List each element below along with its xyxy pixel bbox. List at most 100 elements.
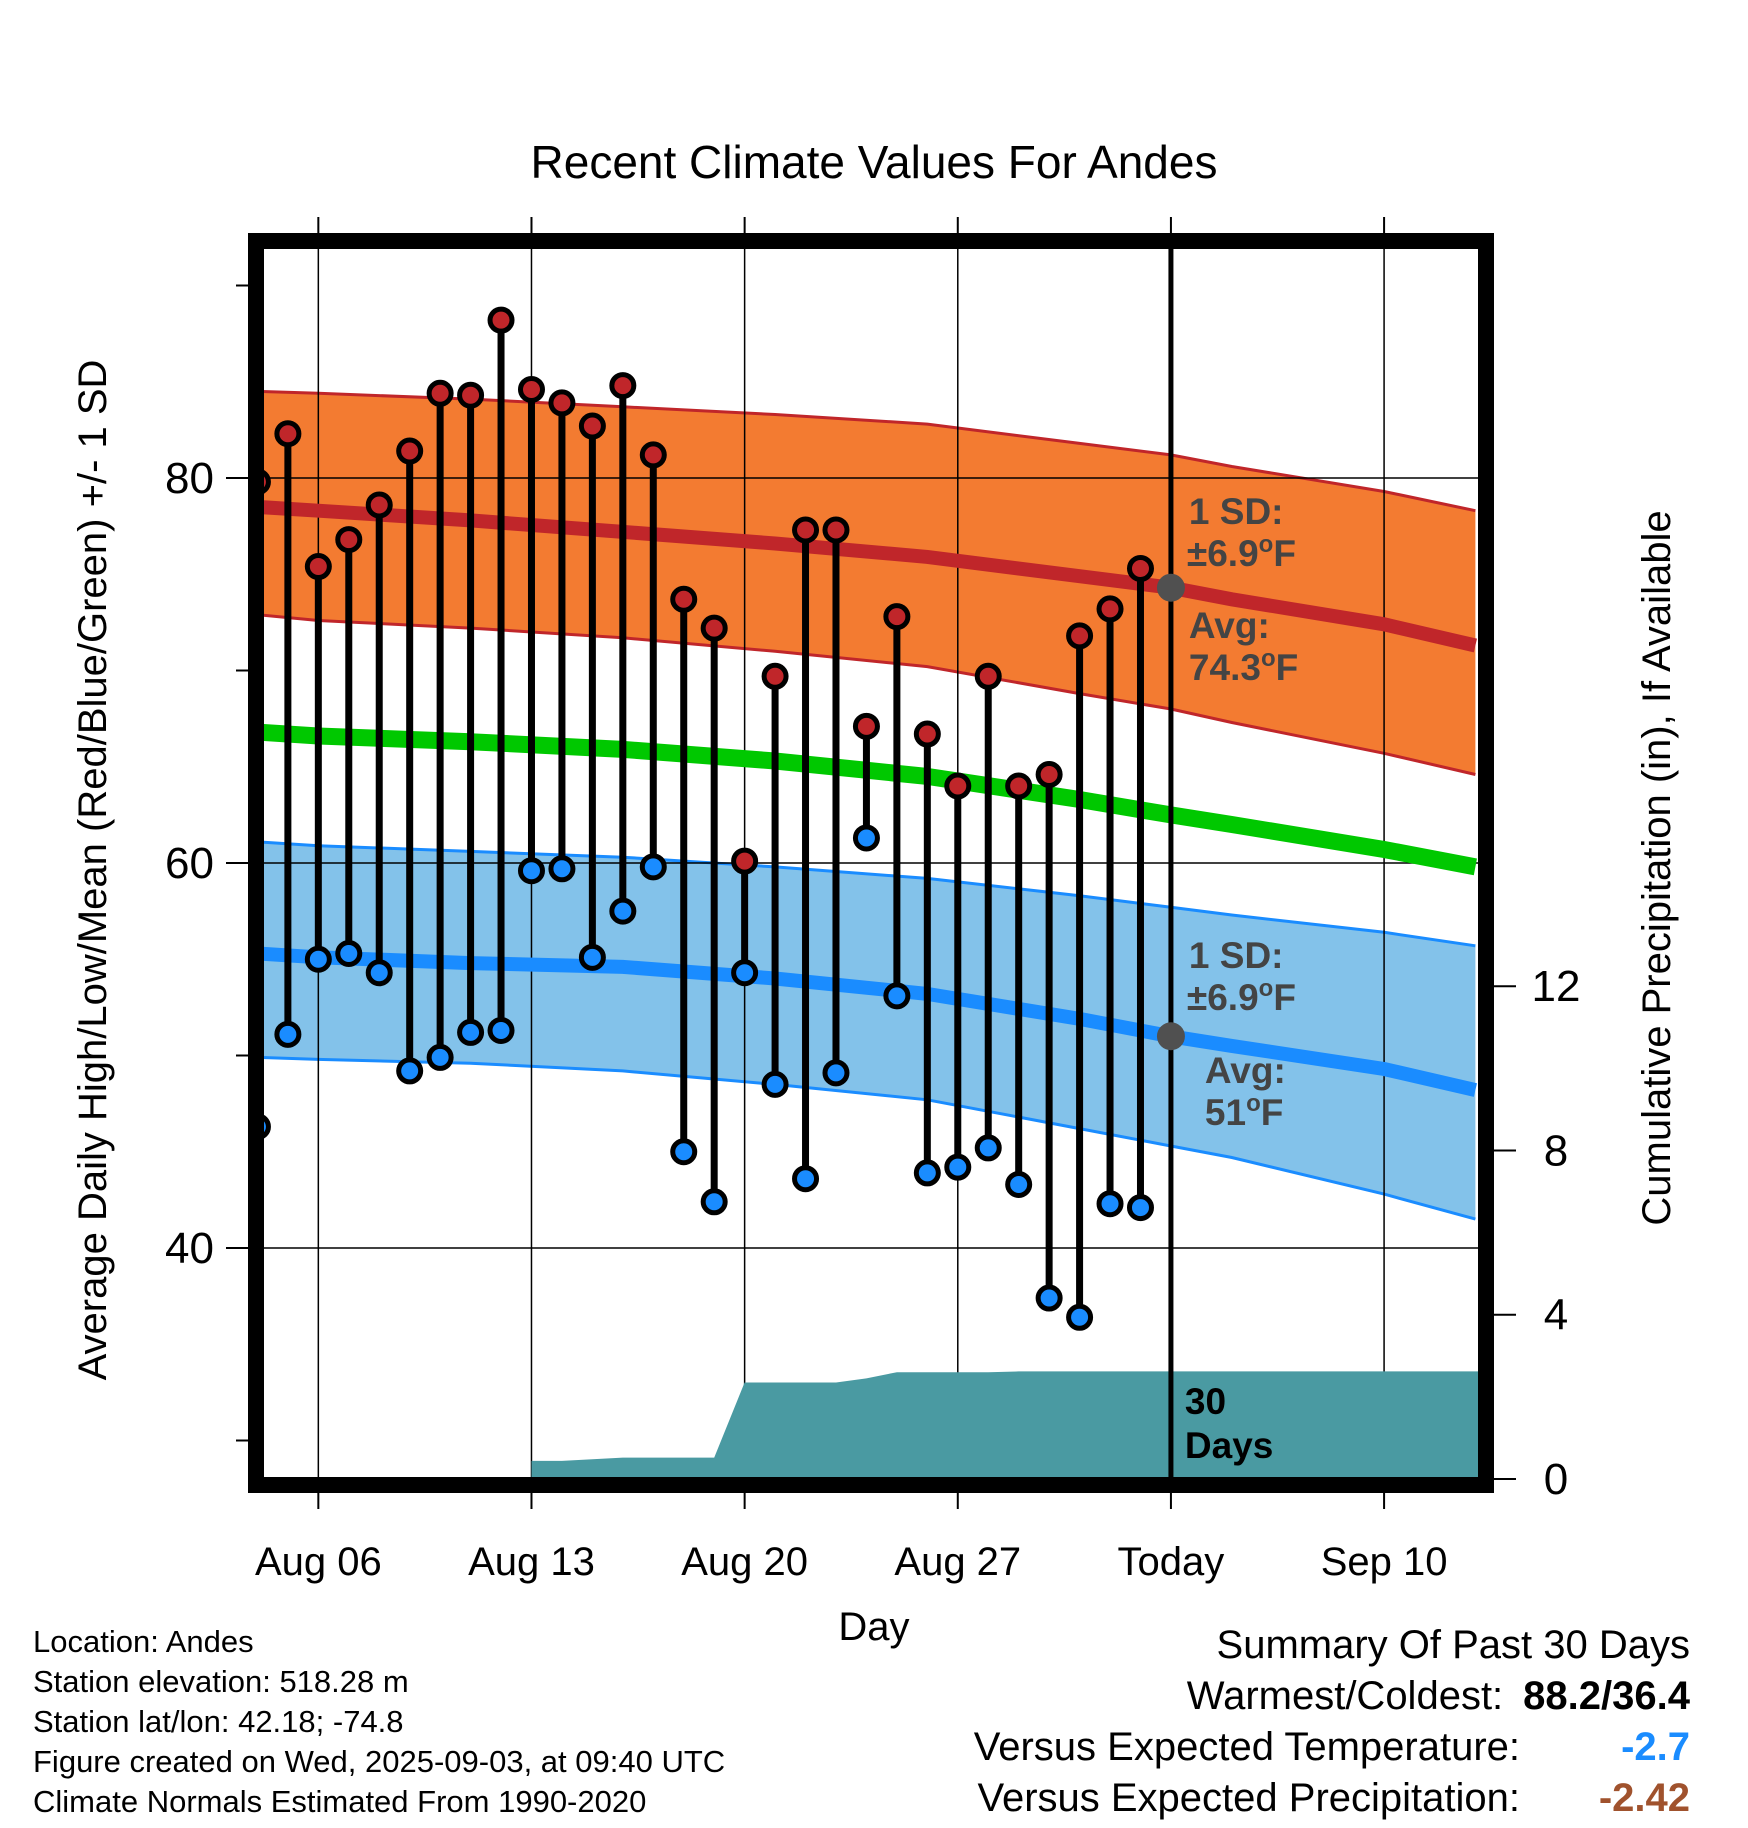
- x-axis-label: Day: [838, 1605, 909, 1649]
- y-tick-label: 80: [165, 454, 214, 503]
- high-avg-label: Avg:: [1189, 605, 1270, 646]
- x-tick-label: Sep 10: [1321, 1540, 1448, 1584]
- high-temp-point: [304, 553, 332, 581]
- y2-tick-label: 0: [1544, 1455, 1568, 1504]
- low-temp-point: [639, 853, 667, 881]
- low-temp-point: [913, 1159, 941, 1187]
- warmest-label: Warmest/Coldest:: [1186, 1674, 1504, 1718]
- x-tick-label: Aug 27: [894, 1540, 1021, 1584]
- normals-text: Climate Normals Estimated From 1990-2020: [33, 1784, 647, 1819]
- high-temp-point: [913, 720, 941, 748]
- high-temp-point: [670, 585, 698, 613]
- high-temp-point: [883, 603, 911, 631]
- low-temp-point: [426, 1043, 454, 1071]
- high-sd-value-value: ±6.9: [1187, 533, 1259, 574]
- low-sd-value-degree: o: [1259, 975, 1274, 1002]
- low-temp-point: [852, 824, 880, 852]
- low-sd-value: ±6.9oF: [1187, 975, 1296, 1018]
- y-tick-label: 60: [165, 839, 214, 888]
- low-avg-value-value: 51: [1205, 1092, 1246, 1133]
- low-sd-value-value: ±6.9: [1187, 977, 1259, 1018]
- days-label-number: 30: [1185, 1381, 1226, 1422]
- low-temp-point: [548, 855, 576, 883]
- precip-area: [531, 1371, 1480, 1479]
- low-temp-point: [365, 959, 393, 987]
- temp-value: -2.7: [1621, 1725, 1690, 1769]
- high-avg-line: [262, 500, 1477, 653]
- high-temp-point: [609, 372, 637, 400]
- high-temp-point: [822, 516, 850, 544]
- high-temp-point: [426, 379, 454, 407]
- low-temp-point: [731, 959, 759, 987]
- low-temp-point: [761, 1070, 789, 1098]
- x-tick-label: Aug 06: [255, 1540, 382, 1584]
- high-temp-point: [852, 712, 880, 740]
- high-sd-value-unit: F: [1273, 533, 1296, 574]
- high-temp-point: [700, 614, 728, 642]
- summary-precip-row: Versus Expected Precipitation: -2.42: [974, 1773, 1690, 1824]
- low-temp-point: [1066, 1303, 1094, 1331]
- high-temp-point: [457, 381, 485, 409]
- high-temp-point: [1126, 554, 1154, 582]
- high-sd-label: 1 SD:: [1189, 491, 1284, 532]
- low-avg-label: Avg:: [1205, 1050, 1286, 1091]
- high-temp-point: [487, 306, 515, 334]
- high-temp-point: [578, 412, 606, 440]
- high-avg-value-degree: o: [1261, 645, 1276, 672]
- low-avg-value: 51oF: [1205, 1090, 1283, 1133]
- high-sd-value-degree: o: [1259, 531, 1274, 558]
- y2-tick-label: 12: [1532, 962, 1581, 1011]
- precip-label: Versus Expected Precipitation:: [977, 1776, 1520, 1820]
- summary-panel: Summary Of Past 30 Days Warmest/Coldest:…: [974, 1620, 1690, 1824]
- low-sd-label: 1 SD:: [1189, 935, 1284, 976]
- warmest-value: 88.2/36.4: [1523, 1674, 1690, 1718]
- location-text: Location: Andes: [33, 1624, 254, 1659]
- low-temp-point: [487, 1016, 515, 1044]
- high-temp-point: [731, 847, 759, 875]
- y-axis-label: Average Daily High/Low/Mean (Red/Blue/Gr…: [71, 360, 115, 1381]
- low-temp-point: [1005, 1170, 1033, 1198]
- high-temp-point: [974, 662, 1002, 690]
- low-temp-point: [670, 1138, 698, 1166]
- low-temp-point: [304, 945, 332, 973]
- low-temp-point: [883, 982, 911, 1010]
- high-temp-point: [792, 516, 820, 544]
- low-temp-point: [974, 1134, 1002, 1162]
- high-sd-upper-line: [262, 390, 1476, 513]
- high-temp-point: [1066, 622, 1094, 650]
- high-temp-point: [639, 441, 667, 469]
- elevation-text: Station elevation: 518.28 m: [33, 1664, 409, 1699]
- summary-warmest-row: Warmest/Coldest: 88.2/36.4: [974, 1671, 1690, 1722]
- high-avg-value-unit: F: [1276, 647, 1299, 688]
- y2-tick-label: 4: [1544, 1291, 1568, 1340]
- low-avg-value-degree: o: [1246, 1090, 1261, 1117]
- high-avg-value-value: 74.3: [1189, 647, 1261, 688]
- low-temp-point: [1035, 1284, 1063, 1312]
- high-avg-value: 74.3oF: [1189, 645, 1298, 688]
- high-temp-point: [548, 389, 576, 417]
- high-sd-lower-line: [262, 613, 1476, 776]
- high-temp-point: [365, 491, 393, 519]
- y2-axis-label: Cumulative Precipitation (in), If Availa…: [1635, 510, 1679, 1225]
- created-text: Figure created on Wed, 2025-09-03, at 09…: [33, 1744, 726, 1779]
- y-tick-label: 40: [165, 1224, 214, 1273]
- low-avg-value-unit: F: [1261, 1092, 1284, 1133]
- high-temp-point: [761, 662, 789, 690]
- low-temp-point: [1096, 1190, 1124, 1218]
- low-temp-point: [1126, 1194, 1154, 1222]
- low-temp-point: [792, 1165, 820, 1193]
- low-temp-point: [578, 943, 606, 971]
- high-temp-point: [274, 420, 302, 448]
- high-temp-point: [335, 526, 363, 554]
- low-avg-marker: [1156, 1022, 1185, 1051]
- temp-label: Versus Expected Temperature:: [973, 1725, 1520, 1769]
- high-temp-point: [517, 375, 545, 403]
- high-temp-point: [1005, 772, 1033, 800]
- low-temp-point: [822, 1059, 850, 1087]
- plot-frame: [248, 233, 1494, 1493]
- days-label-word: Days: [1185, 1425, 1273, 1466]
- summary-title: Summary Of Past 30 Days: [1216, 1623, 1690, 1667]
